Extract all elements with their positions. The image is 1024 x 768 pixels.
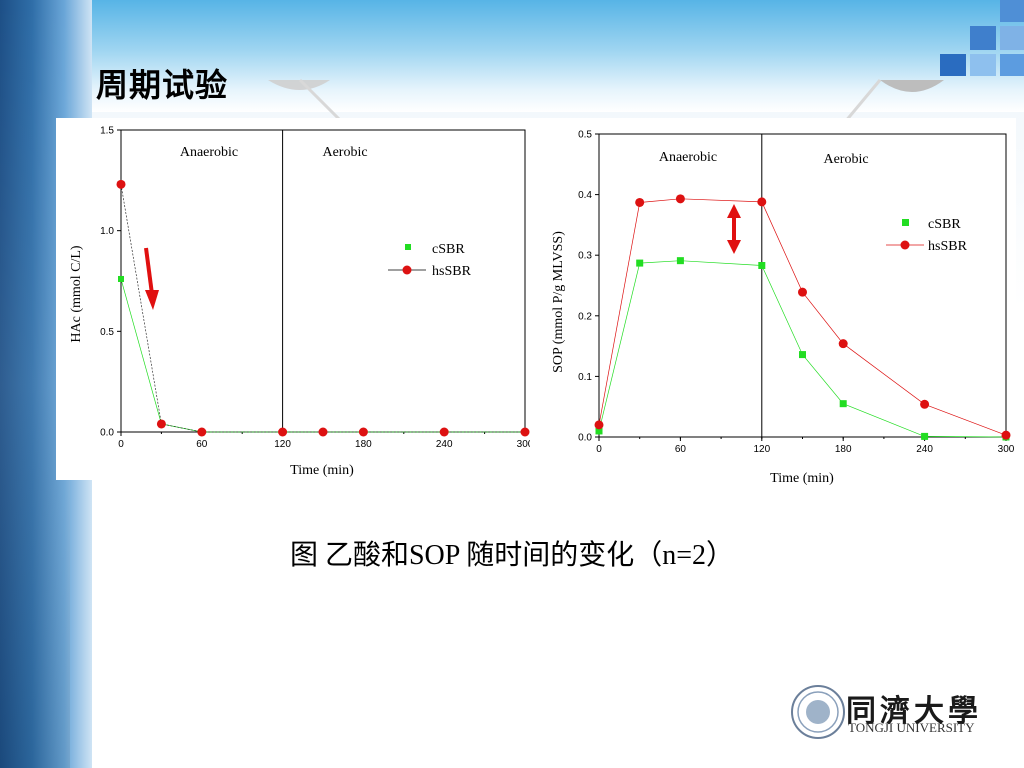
sop-marks [594,194,1011,441]
deco-square [1000,26,1024,50]
hac-point-hssbr [318,427,328,437]
hac-phase-label-anaerobic: Anaerobic [180,145,238,160]
hac-x-tick-label: 0 [118,439,124,450]
logo-chinese-name: 同濟大學 [846,694,982,729]
hac-point-hssbr [439,427,449,437]
sop-point-hssbr [1001,430,1011,440]
sop-point-csbr [799,351,806,359]
sop-y-axis-label: SOP (mmol P/g MLVSS) [551,231,566,373]
university-logo [791,685,845,739]
hac-point-hssbr [197,427,207,437]
sop-x-tick-label: 180 [835,444,852,455]
deco-square [970,54,996,76]
slide-title: 周期试验 [96,66,229,104]
hac-y-axis-label: HAc (mmol C/L) [69,245,84,343]
sop-point-hssbr [798,287,807,297]
hac-axes: 0 60 120 180 240 300 0.0 0.5 1.0 1.5 [100,126,530,451]
sop-x-tick-label: 60 [675,444,687,455]
hac-plot-frame [120,129,526,433]
sop-y-tick-label: 0.3 [578,251,592,262]
hac-point-hssbr [156,419,166,429]
sop-legend-hssbr: hsSBR [928,239,968,254]
deco-arc [880,80,944,92]
deco-square [970,26,996,50]
deco-square [1000,54,1024,76]
hac-x-axis-label: Time (min) [290,463,354,478]
hac-y-tick-label: 0.5 [100,327,114,338]
sop-chart-panel: 0 60 120 180 240 300 0.0 0.1 0.2 0.3 0.4 0.5 SOP (m… [530,118,1016,488]
sop-y-tick-label: 0.0 [578,433,592,444]
hac-x-tick-label: 300 [517,439,530,450]
hac-legend-csbr: cSBR [432,242,465,257]
sop-x-tick-label: 120 [753,444,770,455]
sop-series-line-hssbr [598,198,1007,436]
hac-x-tick-label: 60 [196,439,208,450]
sop-chart: 0 60 120 180 240 300 0.0 0.1 0.2 0.3 0.4 0.5 SOP (m… [551,130,1015,487]
hac-point-hssbr [358,427,368,437]
sop-x-tick-label: 0 [596,444,602,455]
hac-marks [116,179,530,437]
hac-legend-hssbr: hsSBR [432,264,472,279]
hac-legend-marker-csbr [405,244,411,250]
sop-point-csbr [839,400,847,408]
logo-seal-center [806,700,830,724]
sop-point-hssbr [635,197,645,207]
sop-point-csbr [921,432,929,440]
logo-english-name: TONGJI UNIVERSITY [848,720,975,735]
sop-legend-csbr: cSBR [928,217,961,232]
hac-legend-marker-hssbr [402,265,412,275]
sop-y-tick-label: 0.5 [578,130,592,141]
sop-point-hssbr [594,420,604,430]
sop-point-hssbr [838,339,848,349]
sop-point-csbr [636,259,644,267]
sop-point-csbr [758,262,766,270]
hac-x-tick-label: 120 [274,439,291,450]
hac-arrow-shaft [144,247,154,295]
sop-x-tick-label: 300 [998,444,1015,455]
deco-arc [268,80,330,90]
sop-double-arrow-head-down [727,240,741,254]
sop-axes: 0 60 120 180 240 300 0.0 0.1 0.2 0.3 0.4 0.5 [578,130,1015,456]
hac-chart-panel: 0 60 120 180 240 300 0.0 0.5 1.0 1.5 HAc (mmol C/… [56,118,530,480]
sop-point-csbr [595,427,603,435]
hac-point-hssbr [520,427,530,437]
sop-point-csbr [676,257,684,265]
sop-point-hssbr [757,197,767,207]
hac-point-hssbr [116,179,126,189]
figure-caption: 图 乙酸和SOP 随时间的变化（n=2） [289,540,735,571]
sop-y-tick-label: 0.4 [578,190,592,201]
hac-series-line-hssbr [120,184,525,433]
hac-arrow-head [145,290,159,310]
sop-x-axis-label: Time (min) [770,471,834,486]
hac-point-csbr [118,275,124,282]
hac-phase-label-aerobic: Aerobic [322,145,367,160]
hac-y-tick-label: 1.5 [100,126,114,137]
sop-y-tick-label: 0.1 [578,372,592,383]
sop-y-tick-label: 0.2 [578,311,592,322]
logo-seal-ring [797,691,839,733]
deco-square [940,54,966,76]
hac-x-tick-label: 180 [355,439,372,450]
sop-double-arrow-head-up [727,204,741,218]
hac-y-tick-label: 1.0 [100,226,114,237]
hac-y-tick-label: 0.0 [100,428,114,439]
sop-phase-label-aerobic: Aerobic [823,152,868,167]
sop-series-line-csbr [598,260,1007,438]
sop-phase-label-anaerobic: Anaerobic [659,150,717,165]
hac-chart: 0 60 120 180 240 300 0.0 0.5 1.0 1.5 HAc (mmol C/… [69,126,530,479]
sop-plot-frame [598,133,1007,438]
sop-x-tick-label: 240 [916,444,933,455]
hac-point-hssbr [278,427,288,437]
deco-square [1000,0,1024,22]
sop-legend-marker-csbr [902,219,909,226]
hac-series-line-csbr [120,278,525,433]
sop-point-hssbr [920,399,930,409]
hac-x-tick-label: 240 [436,439,453,450]
sop-point-hssbr [675,194,685,204]
sop-legend-marker-hssbr [900,240,910,250]
